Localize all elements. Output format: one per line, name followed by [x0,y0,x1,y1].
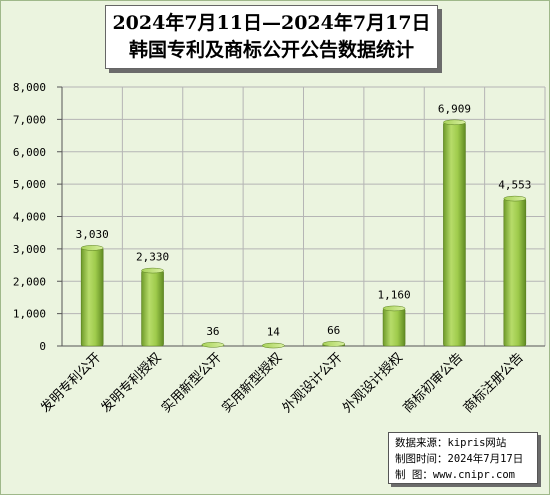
chart-title: 2024年7月11日—2024年7月17日 韩国专利及商标公开公告数据统计 [105,5,438,69]
x-tick-label: 外观设计公开 [280,350,346,416]
bar-cap [322,341,345,347]
data-label: 1,160 [378,288,411,301]
data-label: 2,330 [136,251,169,264]
x-tick-label: 商标初审公告 [400,350,466,416]
source-line-2: 制图时间：2024年7月17日 [395,453,524,465]
bar [80,247,104,347]
data-label: 66 [327,324,340,337]
x-tick-label: 实用新型公开 [158,350,224,416]
bar-cap [80,245,104,251]
y-tick-label: 0 [39,340,46,353]
y-tick-label: 3,000 [13,243,46,256]
x-tick-label: 外观设计授权 [339,350,405,416]
source-line-1: 数据来源：kipris网站 [395,437,507,449]
y-tick-label: 8,000 [13,81,46,94]
y-tick-label: 2,000 [13,275,46,288]
x-tick-label: 实用新型授权 [219,350,285,416]
data-label: 14 [267,326,281,339]
title-line-1: 2024年7月11日—2024年7月17日 [112,12,431,34]
y-tick-label: 4,000 [13,211,46,224]
source-note: 数据来源：kipris网站 制图时间：2024年7月17日 制 图：www.cn… [388,432,538,484]
bar-cap [262,342,285,349]
bar-cap [141,267,164,274]
bars [80,119,527,349]
bar-cap [382,305,406,312]
x-tick-label: 发明专利授权 [98,350,164,416]
bar-cap [201,342,225,348]
y-tick-label: 6,000 [13,146,46,159]
x-tick-label: 商标注册公告 [461,350,527,416]
grid-lines [62,86,546,346]
y-tick-label: 7,000 [13,113,46,126]
data-label: 36 [206,325,219,338]
bar-cap [443,119,466,126]
bar [382,308,406,347]
title-line-2: 韩国专利及商标公开公告数据统计 [128,39,414,61]
bar [503,198,527,347]
bar [443,122,466,347]
bar-cap [503,195,527,202]
data-label: 3,030 [76,228,109,241]
data-label: 4,553 [498,179,531,192]
source-line-3: 制 图：www.cnipr.com [395,469,516,481]
y-tick-label: 5,000 [13,178,46,191]
bar [141,270,164,347]
data-label: 6,909 [438,102,471,115]
x-tick-label: 发明专利公开 [38,350,104,416]
y-tick-label: 1,000 [13,308,46,321]
